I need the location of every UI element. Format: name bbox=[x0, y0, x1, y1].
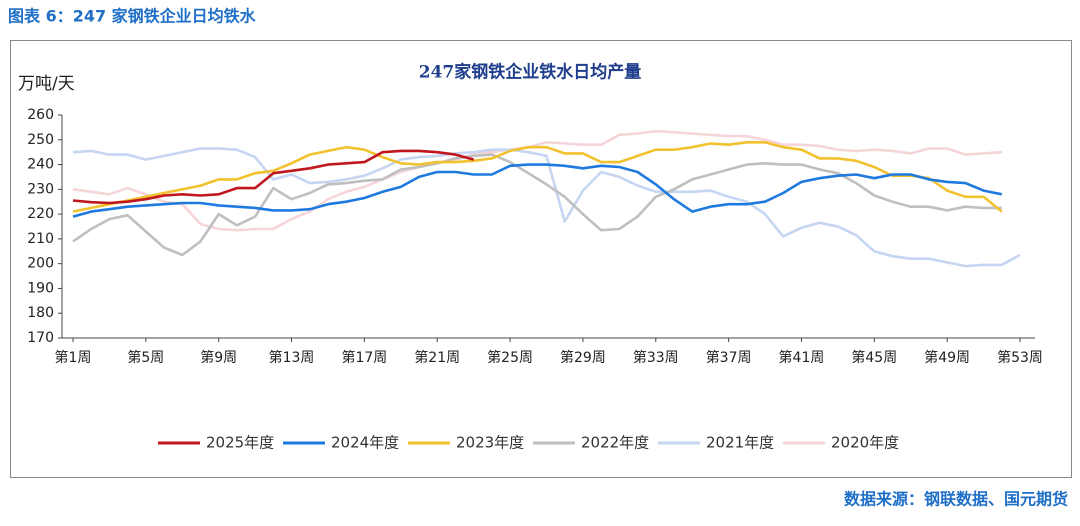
y-tick-label: 180 bbox=[27, 305, 54, 321]
x-tick-label: 第33周 bbox=[633, 349, 679, 366]
legend-label: 2020年度 bbox=[831, 434, 899, 452]
legend-label: 2025年度 bbox=[206, 434, 274, 452]
x-tick-label: 第13周 bbox=[269, 349, 315, 366]
legend-label: 2021年度 bbox=[706, 434, 774, 452]
x-tick-label: 第1周 bbox=[55, 349, 92, 366]
y-tick-label: 170 bbox=[27, 330, 54, 346]
series-line bbox=[72, 147, 1021, 268]
x-tick-label: 第29周 bbox=[560, 349, 606, 366]
y-tick-label: 220 bbox=[27, 206, 54, 222]
chart-frame bbox=[10, 40, 1072, 478]
x-tick-label: 第53周 bbox=[997, 349, 1043, 366]
y-tick-label: 250 bbox=[27, 132, 54, 148]
series-line bbox=[72, 149, 475, 205]
series-line bbox=[72, 153, 1002, 257]
y-tick-label: 200 bbox=[27, 256, 54, 272]
series-line bbox=[72, 163, 1003, 218]
series-line bbox=[72, 141, 1003, 213]
x-tick-label: 第41周 bbox=[779, 349, 825, 366]
legend-label: 2023年度 bbox=[456, 434, 524, 452]
legend-label: 2022年度 bbox=[581, 434, 649, 452]
x-tick-label: 第5周 bbox=[127, 349, 164, 366]
legend-label: 2024年度 bbox=[331, 434, 399, 452]
x-tick-label: 第49周 bbox=[924, 349, 970, 366]
x-tick-label: 第25周 bbox=[487, 349, 533, 366]
y-tick-label: 210 bbox=[27, 231, 54, 247]
x-tick-label: 第37周 bbox=[706, 349, 752, 366]
y-tick-label: 190 bbox=[27, 280, 54, 296]
y-axis-label: 万吨/天 bbox=[18, 74, 75, 94]
y-tick-label: 260 bbox=[27, 107, 54, 123]
x-tick-label: 第21周 bbox=[414, 349, 460, 366]
y-tick-label: 240 bbox=[27, 157, 54, 173]
source: 数据来源：钢联数据、国元期货 bbox=[844, 490, 1068, 509]
series-line bbox=[72, 129, 1002, 232]
x-tick-label: 第17周 bbox=[341, 349, 387, 366]
chart-title: 247家钢铁企业铁水日均产量 bbox=[419, 62, 642, 83]
y-tick-label: 230 bbox=[27, 181, 54, 197]
x-tick-label: 第45周 bbox=[851, 349, 897, 366]
page-title: 图表 6：247 家钢铁企业日均铁水 bbox=[8, 7, 257, 26]
x-tick-label: 第9周 bbox=[200, 349, 237, 366]
